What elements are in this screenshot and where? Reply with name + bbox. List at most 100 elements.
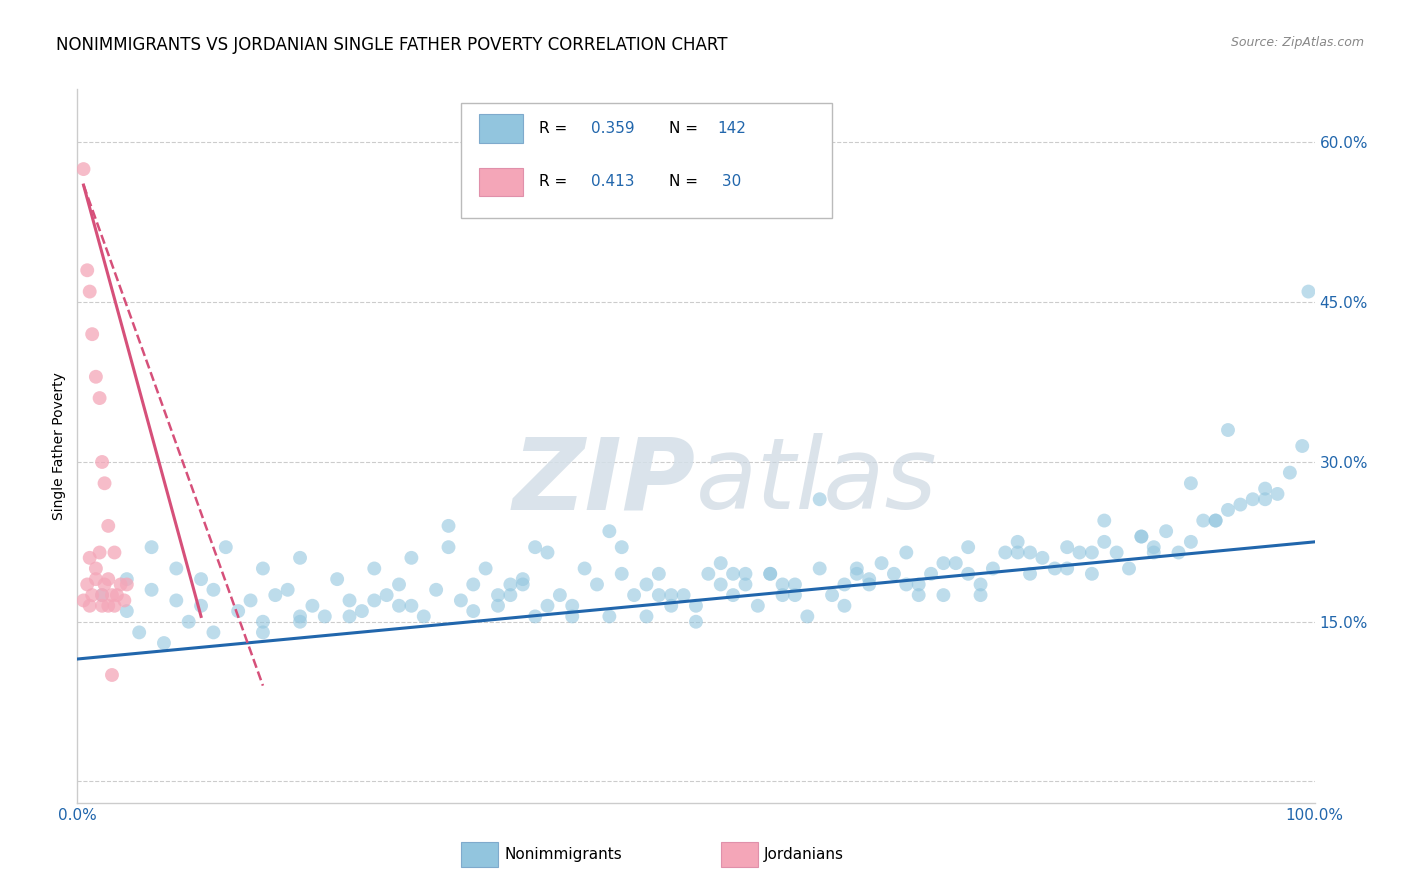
Point <box>659 599 682 613</box>
Point <box>1154 524 1177 539</box>
Point <box>524 540 547 554</box>
Point <box>648 566 671 581</box>
Point <box>610 566 633 581</box>
Point <box>474 561 496 575</box>
Point <box>1069 545 1091 559</box>
Point <box>932 556 955 570</box>
Point <box>499 588 522 602</box>
Point <box>288 609 311 624</box>
Text: 0.359: 0.359 <box>591 121 634 136</box>
Point <box>1130 529 1153 543</box>
Point <box>84 369 107 384</box>
Point <box>610 540 633 554</box>
Point <box>326 572 349 586</box>
Text: Source: ZipAtlas.com: Source: ZipAtlas.com <box>1230 36 1364 49</box>
Point <box>97 572 120 586</box>
Point <box>1180 534 1202 549</box>
Point <box>710 556 733 570</box>
Point <box>1019 566 1042 581</box>
Text: ZIP: ZIP <box>513 434 696 530</box>
Point <box>759 566 782 581</box>
Bar <box>461 842 498 867</box>
Point <box>463 604 485 618</box>
Point <box>783 577 806 591</box>
Point <box>808 492 831 507</box>
Point <box>1216 423 1239 437</box>
Point <box>375 588 398 602</box>
Y-axis label: Single Father Poverty: Single Father Poverty <box>52 372 66 520</box>
Point <box>561 599 583 613</box>
Point <box>721 588 744 602</box>
Point <box>524 609 547 624</box>
Point <box>796 609 818 624</box>
Point <box>252 561 274 575</box>
Point <box>76 263 98 277</box>
Point <box>288 550 311 565</box>
Point <box>165 561 187 575</box>
Point <box>1092 534 1115 549</box>
FancyBboxPatch shape <box>461 103 832 218</box>
Point <box>264 588 287 602</box>
Point <box>783 588 806 602</box>
Point <box>339 609 361 624</box>
Point <box>1056 540 1078 554</box>
Point <box>288 615 311 629</box>
Point <box>685 615 707 629</box>
Point <box>82 588 104 602</box>
Point <box>277 582 299 597</box>
Point <box>301 599 323 613</box>
Point <box>115 577 138 591</box>
Point <box>1180 476 1202 491</box>
Point <box>79 599 101 613</box>
Point <box>202 625 225 640</box>
Point <box>896 577 918 591</box>
Bar <box>479 114 523 143</box>
Point <box>1043 561 1066 575</box>
Text: 30: 30 <box>717 175 741 189</box>
Point <box>1056 561 1078 575</box>
Point <box>870 556 893 570</box>
Point <box>190 572 212 586</box>
Point <box>165 593 187 607</box>
Point <box>97 519 120 533</box>
Point <box>128 625 150 640</box>
Point <box>425 582 447 597</box>
Point <box>759 566 782 581</box>
Point <box>72 593 94 607</box>
Text: R =: R = <box>538 175 572 189</box>
Point <box>945 556 967 570</box>
Point <box>907 588 929 602</box>
Point <box>1007 534 1029 549</box>
Point <box>1143 545 1166 559</box>
Point <box>685 599 707 613</box>
Bar <box>479 168 523 196</box>
Point <box>115 604 138 618</box>
Point <box>450 593 472 607</box>
Point <box>91 599 114 613</box>
Point <box>463 577 485 591</box>
Point <box>105 588 128 602</box>
Point <box>672 588 695 602</box>
Text: 142: 142 <box>717 121 745 136</box>
Point <box>91 588 114 602</box>
Point <box>1229 498 1251 512</box>
Point <box>1081 545 1104 559</box>
Point <box>1254 492 1277 507</box>
Point <box>202 582 225 597</box>
Point <box>512 577 534 591</box>
Point <box>401 599 423 613</box>
Point <box>896 545 918 559</box>
Text: Jordanians: Jordanians <box>763 847 844 862</box>
Point <box>858 577 880 591</box>
Point <box>486 588 509 602</box>
Point <box>845 561 868 575</box>
Text: R =: R = <box>538 121 572 136</box>
Point <box>957 566 980 581</box>
Point <box>512 572 534 586</box>
Point <box>153 636 176 650</box>
Point <box>1267 487 1289 501</box>
Point <box>1254 482 1277 496</box>
Point <box>103 545 125 559</box>
Point <box>72 162 94 177</box>
Text: atlas: atlas <box>696 434 938 530</box>
